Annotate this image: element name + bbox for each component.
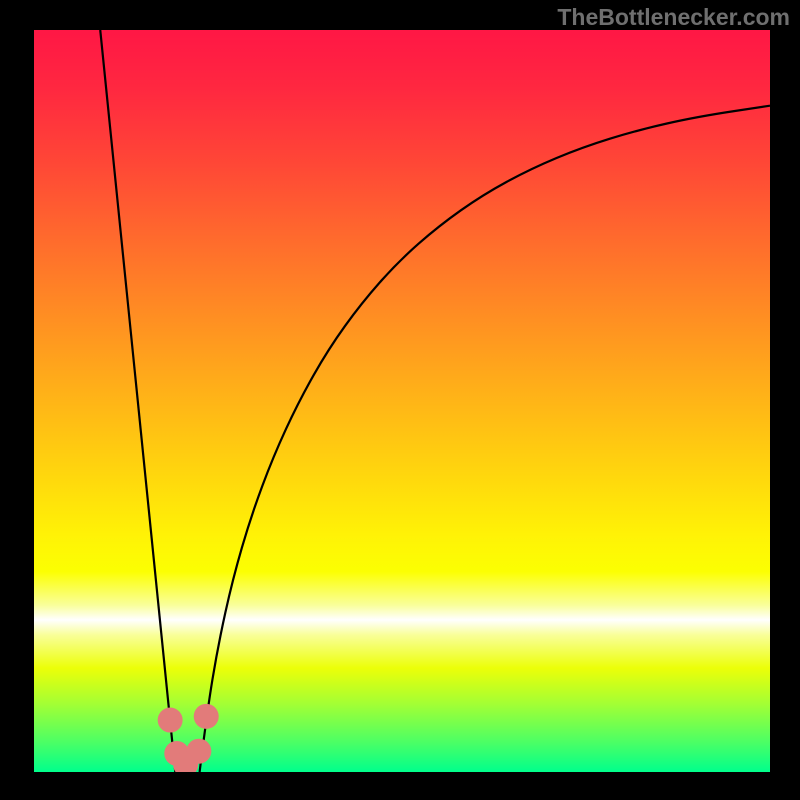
- curve-right-branch: [200, 106, 770, 772]
- chart-container: TheBottlenecker.com: [0, 0, 800, 800]
- data-marker: [158, 708, 183, 733]
- data-marker: [194, 704, 219, 729]
- plot-area: [34, 30, 770, 772]
- marker-group: [158, 704, 219, 772]
- curves-layer: [34, 30, 770, 772]
- curve-left-branch: [100, 30, 175, 772]
- watermark-label: TheBottlenecker.com: [557, 4, 790, 31]
- data-marker: [186, 739, 211, 764]
